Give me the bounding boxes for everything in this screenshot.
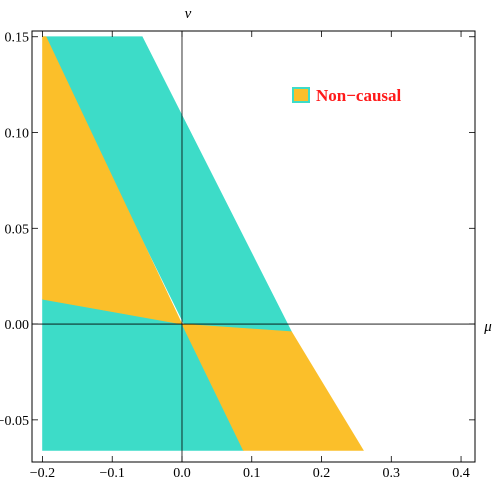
x-tick-label: −0.1 (100, 466, 125, 481)
y-tick-label: 0.10 (5, 127, 30, 142)
plot-frame (31, 30, 476, 463)
area-layer (42, 36, 364, 451)
x-tick-label: −0.2 (30, 466, 55, 481)
y-tick-label: −0.05 (0, 414, 29, 429)
y-tick-label: 0.00 (5, 318, 30, 333)
x-tick-label: 0.3 (383, 466, 401, 481)
legend: Non−causal (292, 86, 402, 105)
y-axis-label: ν (185, 6, 192, 22)
y-tick-label: 0.15 (5, 31, 30, 46)
legend-swatch (292, 87, 310, 103)
x-tick-label: 0.0 (173, 466, 191, 481)
x-tick-label: 0.1 (243, 466, 261, 481)
axis-layer (32, 31, 475, 462)
legend-label: Non−causal (316, 86, 402, 105)
x-tick-label: 0.4 (452, 466, 470, 481)
tick-layer: −0.2 −0.1 0.0 0.1 0.2 0.3 0.4 −0.05 0.00 0.05 0.10… (0, 31, 475, 481)
x-tick-label: 0.2 (313, 466, 331, 481)
x-axis-label: μ (483, 319, 492, 335)
y-tick-label: 0.05 (5, 222, 30, 237)
region-series-1-part-1 (181, 323, 364, 451)
